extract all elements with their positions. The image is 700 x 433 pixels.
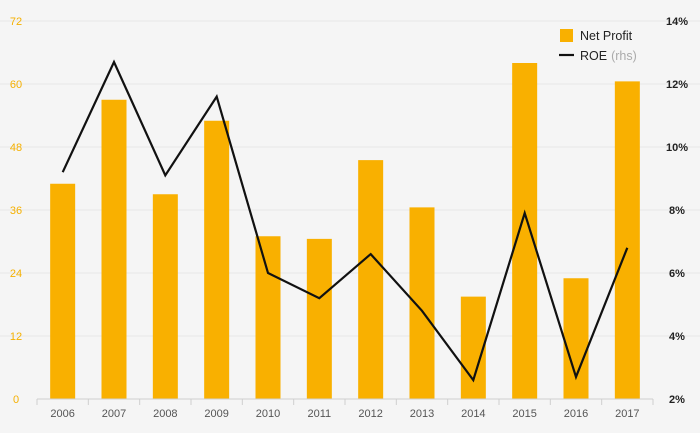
bar-net-profit — [101, 99, 127, 399]
legend: Net Profit ROE (rhs) — [559, 29, 637, 63]
y-right-tick-label: 10% — [666, 142, 688, 154]
y-left-tick-label: 60 — [10, 79, 22, 91]
legend-label-net-profit: Net Profit — [580, 29, 633, 43]
y-right-tick-label: 12% — [666, 79, 688, 91]
roe-line — [61, 59, 629, 383]
x-tick-label: 2012 — [358, 408, 382, 420]
bar-net-profit — [460, 296, 486, 399]
legend-label-roe: ROE — [580, 49, 607, 63]
x-tick-label: 2006 — [50, 408, 74, 420]
x-tick-label: 2011 — [308, 408, 332, 420]
bar-net-profit — [50, 183, 76, 399]
y-left-tick-label: 48 — [10, 142, 22, 154]
bar-net-profit — [306, 238, 332, 399]
bar-net-profit — [152, 194, 178, 399]
x-tick-label: 2010 — [256, 408, 280, 420]
axes: 0 12 24 36 48 60 72 2% 4% 6% 8% 10% 12% 14% 2006 2007 20… — [10, 16, 688, 420]
legend-label-roe-suffix: (rhs) — [611, 49, 637, 63]
y-right-tick-label: 6% — [669, 268, 685, 280]
x-tick-label: 2017 — [615, 408, 639, 420]
y-left-tick-label: 12 — [10, 331, 22, 343]
y-right-tick-label: 14% — [666, 16, 688, 28]
x-tick-label: 2016 — [564, 408, 588, 420]
y-left-tick-label: 36 — [10, 205, 22, 217]
x-tick-label: 2009 — [204, 408, 228, 420]
y-left-tick-label: 24 — [10, 268, 22, 280]
x-tick-label: 2008 — [153, 408, 177, 420]
bar-net-profit — [614, 81, 640, 399]
x-tick-label: 2015 — [512, 408, 536, 420]
x-tick-label: 2007 — [102, 408, 126, 420]
y-right-tick-label: 8% — [669, 205, 685, 217]
bar-net-profit — [204, 120, 230, 399]
y-left-tick-label: 72 — [10, 16, 22, 28]
bars — [50, 63, 640, 399]
x-tick-label: 2014 — [461, 408, 485, 420]
legend-swatch-net-profit — [560, 29, 573, 42]
bar-net-profit — [409, 207, 435, 399]
bar-net-profit — [512, 63, 538, 399]
y-right-tick-label: 4% — [669, 331, 685, 343]
bar-net-profit — [255, 236, 281, 399]
legend-label-roe-group: ROE (rhs) — [580, 49, 637, 63]
x-tick-label: 2013 — [410, 408, 434, 420]
bar-net-profit — [563, 278, 589, 399]
bar-net-profit — [358, 160, 384, 399]
y-right-tick-label: 2% — [669, 394, 685, 406]
roe-line-layer — [61, 59, 629, 383]
y-left-tick-label: 0 — [13, 394, 19, 406]
